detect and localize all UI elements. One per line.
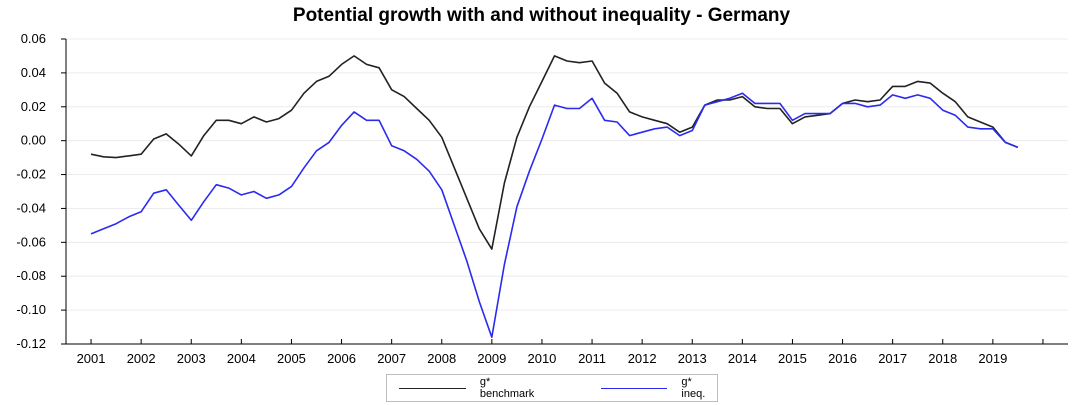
x-tick-label: 2007 bbox=[377, 351, 406, 366]
legend-swatch-ineq bbox=[600, 387, 668, 389]
x-tick-label: 2019 bbox=[978, 351, 1007, 366]
x-tick-label: 2015 bbox=[778, 351, 807, 366]
y-tick-label: -0.04 bbox=[16, 200, 46, 215]
legend-label-benchmark: g* benchmark bbox=[479, 376, 535, 400]
x-tick-label: 2018 bbox=[928, 351, 957, 366]
y-tick-label: 0.00 bbox=[21, 133, 46, 148]
y-tick-label: -0.08 bbox=[16, 268, 46, 283]
y-tick-label: 0.04 bbox=[21, 65, 46, 80]
x-tick-label: 2008 bbox=[427, 351, 456, 366]
legend-item-ineq: g* ineq. bbox=[600, 376, 717, 400]
y-tick-label: 0.06 bbox=[21, 31, 46, 46]
y-tick-label: 0.02 bbox=[21, 99, 46, 114]
x-tick-label: 2010 bbox=[527, 351, 556, 366]
x-tick-label: 2017 bbox=[878, 351, 907, 366]
x-tick-label: 2014 bbox=[728, 351, 757, 366]
y-tick-label: -0.02 bbox=[16, 167, 46, 182]
x-tick-label: 2006 bbox=[327, 351, 356, 366]
series-line-benchmark bbox=[90, 55, 1019, 250]
y-tick-label: -0.10 bbox=[16, 302, 46, 317]
y-tick-label: -0.06 bbox=[16, 234, 46, 249]
x-tick-label: 2016 bbox=[828, 351, 857, 366]
x-tick-label: 2005 bbox=[277, 351, 306, 366]
legend-label-ineq: g* ineq. bbox=[681, 376, 706, 400]
x-tick-label: 2001 bbox=[77, 351, 106, 366]
x-tick-label: 2013 bbox=[678, 351, 707, 366]
legend: g* benchmark g* ineq. bbox=[386, 374, 718, 402]
legend-item-benchmark: g* benchmark bbox=[399, 376, 545, 400]
x-tick-label: 2003 bbox=[177, 351, 206, 366]
x-tick-label: 2011 bbox=[578, 351, 606, 366]
y-tick-label: -0.12 bbox=[16, 336, 46, 351]
legend-swatch-benchmark bbox=[399, 387, 466, 389]
chart-title: Potential growth with and without inequa… bbox=[292, 5, 791, 26]
x-tick-label: 2009 bbox=[477, 351, 506, 366]
x-tick-label: 2004 bbox=[227, 351, 256, 366]
x-tick-label: 2012 bbox=[628, 351, 657, 366]
series-line-ineq bbox=[90, 92, 1019, 339]
x-tick-label: 2002 bbox=[127, 351, 156, 366]
